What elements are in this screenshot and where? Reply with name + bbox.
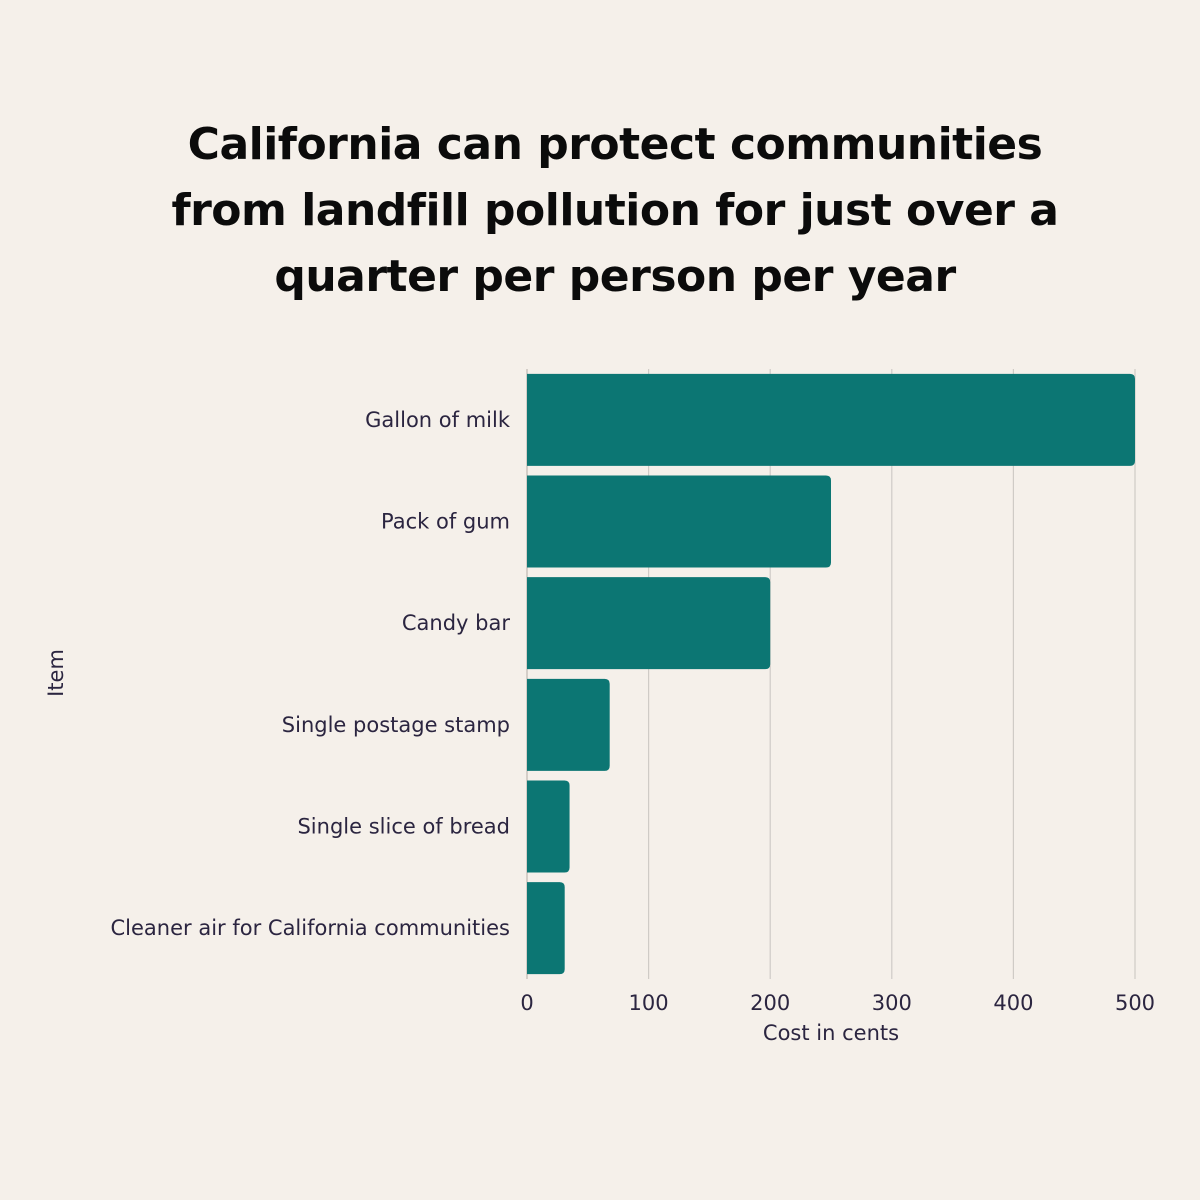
bar (527, 678, 610, 771)
category-label: Gallon of milk (365, 408, 511, 432)
category-label: Pack of gum (381, 510, 510, 534)
bar (527, 373, 1135, 466)
x-tick-label: 0 (520, 991, 533, 1015)
bar (527, 577, 771, 670)
x-tick-label: 200 (750, 991, 790, 1015)
bar (527, 475, 831, 568)
category-label: Candy bar (402, 611, 510, 635)
gridlines (526, 369, 1136, 979)
x-tick-label: 300 (872, 991, 912, 1015)
bar (527, 780, 570, 873)
category-label: Single postage stamp (282, 713, 510, 737)
category-label: Cleaner air for California communities (111, 916, 510, 940)
category-label: Single slice of bread (297, 815, 510, 839)
x-axis-title: Cost in cents (763, 1021, 899, 1045)
category-labels: Gallon of milk Pack of gum Candy bar Single… (111, 408, 511, 940)
x-tick-labels: 0 100 200 300 400 500 (520, 991, 1155, 1015)
x-tick-label: 100 (629, 991, 669, 1015)
bar (527, 882, 565, 975)
bars (527, 373, 1135, 975)
y-axis-title: Item (44, 649, 68, 697)
chart-title: California can protect communities from … (171, 119, 1059, 302)
x-tick-label: 500 (1115, 991, 1155, 1015)
x-tick-label: 400 (993, 991, 1033, 1015)
